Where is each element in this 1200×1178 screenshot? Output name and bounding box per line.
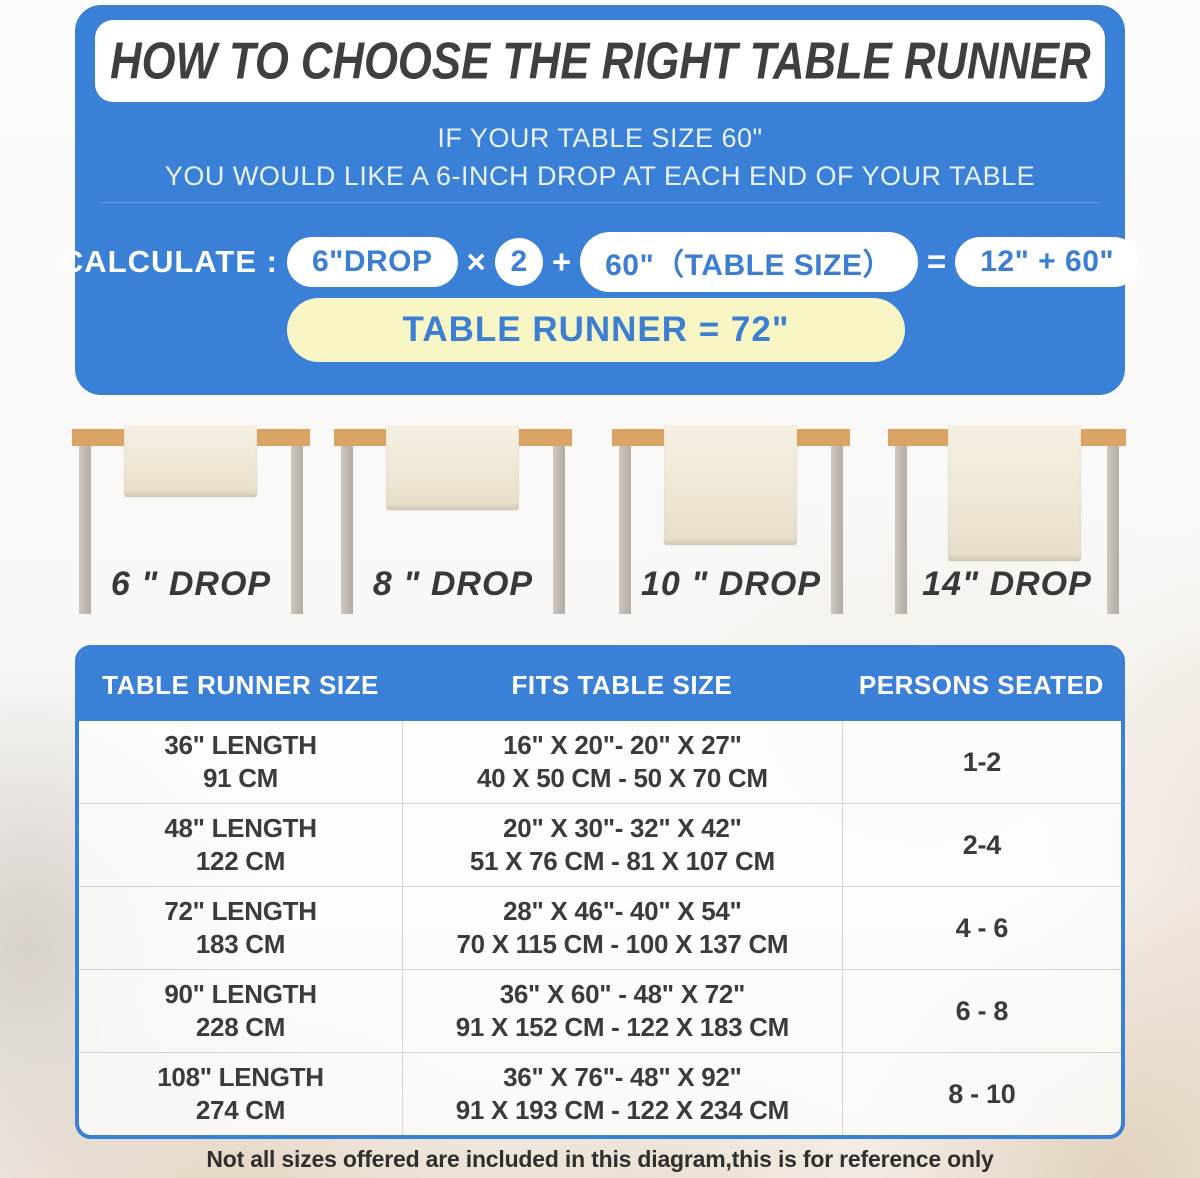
drop-label: 14" DROP (922, 565, 1092, 603)
footer-note: Not all sizes offered are included in th… (206, 1146, 994, 1172)
fits-size-cell: 28" X 46"- 40" X 54" 70 X 115 CM - 100 X… (402, 887, 842, 969)
drop-illustrations: 6 " DROP 8 " DROP 10 " DROP 14" DROP (0, 415, 1200, 650)
fits-size-cell: 36" X 76"- 48" X 92" 91 X 193 CM - 122 X… (402, 1053, 842, 1135)
calculate-label: CALCULATE : (60, 244, 278, 279)
subtitle-line-1: IF YOUR TABLE SIZE 60" (437, 123, 763, 153)
fits-size-inches: 16" X 20"- 20" X 27" (503, 730, 742, 760)
table-illustration-6in-drop: 6 " DROP (72, 415, 310, 650)
persons-seated-cell: 8 - 10 (841, 1053, 1121, 1135)
table-illustration-8in-drop: 8 " DROP (334, 415, 572, 650)
runner-size-cell: 72" LENGTH 183 CM (79, 887, 402, 969)
runner-size-cm: 183 CM (195, 929, 286, 959)
table-leg-left (79, 446, 91, 614)
fits-size-cm: 70 X 115 CM - 100 X 137 CM (456, 929, 789, 959)
runner-size-cell: 36" LENGTH 91 CM (79, 721, 402, 803)
plus-sign: + (551, 243, 572, 280)
table-leg-left (895, 446, 907, 614)
table-runner-drape (386, 425, 519, 510)
page-title: HOW TO CHOOSE THE RIGHT TABLE RUNNER (109, 30, 1091, 90)
table-leg-left (619, 446, 631, 614)
fits-size-inches: 36" X 60" - 48" X 72" (499, 979, 746, 1009)
table-size-pill: 60"（TABLE SIZE） (580, 232, 918, 292)
drop-pill: 6"DROP (286, 237, 458, 287)
runner-size-cell: 90" LENGTH 228 CM (79, 970, 402, 1052)
total-result-pill: TABLE RUNNER = 72" (287, 298, 905, 362)
header-runner-size: TABLE RUNNER SIZE (102, 669, 379, 700)
table-leg-right (553, 446, 565, 614)
calculation-row: CALCULATE : 6"DROP × 2 + 60"（TABLE SIZE）… (61, 232, 1140, 292)
fits-size-cm: 91 X 193 CM - 122 X 234 CM (455, 1095, 790, 1125)
size-chart-table: TABLE RUNNER SIZE FITS TABLE SIZE PERSON… (75, 645, 1125, 1139)
fits-size-inches: 36" X 76"- 48" X 92" (503, 1062, 742, 1092)
table-body: 36" LENGTH 91 CM 16" X 20"- 20" X 27" 40… (79, 721, 1121, 1135)
equals-sign: = (926, 243, 947, 280)
result-pill: 12" + 60" (955, 237, 1140, 287)
persons-seated-cell: 1-2 (841, 721, 1121, 803)
table-leg-left (341, 446, 353, 614)
fits-size-inches: 28" X 46"- 40" X 54" (503, 896, 742, 926)
multiplier-circle: 2 (494, 238, 543, 286)
drop-label: 8 " DROP (372, 565, 534, 603)
fits-size-cell: 16" X 20"- 20" X 27" 40 X 50 CM - 50 X 7… (402, 721, 842, 803)
table-illustration-14in-drop: 14" DROP (888, 415, 1126, 650)
table-leg-right (291, 446, 303, 614)
drop-label: 6 " DROP (110, 565, 272, 603)
runner-size-cell: 108" LENGTH 274 CM (79, 1053, 402, 1135)
table-row: 108" LENGTH 274 CM 36" X 76"- 48" X 92" … (79, 1052, 1121, 1135)
table-illustration-10in-drop: 10 " DROP (612, 415, 850, 650)
drop-label: 10 " DROP (640, 565, 822, 603)
table-leg-right (1107, 446, 1119, 614)
multiply-sign: × (466, 243, 486, 280)
table-header-row: TABLE RUNNER SIZE FITS TABLE SIZE PERSON… (79, 649, 1121, 721)
fits-size-cell: 20" X 30"- 32" X 42" 51 X 76 CM - 81 X 1… (402, 804, 842, 886)
table-runner-drape (124, 425, 257, 497)
subtitle-line-2: YOU WOULD LIKE A 6-INCH DROP AT EACH END… (164, 161, 1036, 191)
fits-size-cell: 36" X 60" - 48" X 72" 91 X 152 CM - 122 … (402, 970, 842, 1052)
runner-size-inches: 108" LENGTH (157, 1062, 324, 1092)
persons-seated-cell: 2-4 (841, 804, 1121, 886)
table-runner-drape (664, 425, 797, 545)
fits-size-cm: 91 X 152 CM - 122 X 183 CM (455, 1012, 790, 1042)
banner-divider (101, 202, 1099, 203)
runner-size-cell: 48" LENGTH 122 CM (79, 804, 402, 886)
table-row: 36" LENGTH 91 CM 16" X 20"- 20" X 27" 40… (79, 721, 1121, 803)
top-banner: HOW TO CHOOSE THE RIGHT TABLE RUNNER IF … (61, 5, 1140, 395)
runner-size-inches: 36" LENGTH (164, 730, 317, 760)
table-runner-drape (948, 425, 1081, 561)
runner-size-inches: 48" LENGTH (164, 813, 317, 843)
table-row: 48" LENGTH 122 CM 20" X 30"- 32" X 42" 5… (79, 803, 1121, 886)
runner-size-inches: 90" LENGTH (164, 979, 317, 1009)
table-leg-right (831, 446, 843, 614)
runner-size-cm: 228 CM (195, 1012, 286, 1042)
header-fits-table-size: FITS TABLE SIZE (511, 669, 733, 700)
persons-seated-cell: 6 - 8 (841, 970, 1121, 1052)
table-row: 72" LENGTH 183 CM 28" X 46"- 40" X 54" 7… (79, 886, 1121, 969)
fits-size-cm: 40 X 50 CM - 50 X 70 CM (476, 763, 768, 793)
runner-size-cm: 274 CM (195, 1095, 286, 1125)
runner-size-inches: 72" LENGTH (164, 896, 317, 926)
header-persons-seated: PERSONS SEATED (858, 669, 1104, 700)
fits-size-cm: 51 X 76 CM - 81 X 107 CM (469, 846, 775, 876)
fits-size-inches: 20" X 30"- 32" X 42" (503, 813, 742, 843)
title-box: HOW TO CHOOSE THE RIGHT TABLE RUNNER (95, 20, 1105, 102)
runner-size-cm: 122 CM (195, 846, 286, 876)
table-row: 90" LENGTH 228 CM 36" X 60" - 48" X 72" … (79, 969, 1121, 1052)
persons-seated-cell: 4 - 6 (841, 887, 1121, 969)
runner-size-cm: 91 CM (202, 763, 279, 793)
